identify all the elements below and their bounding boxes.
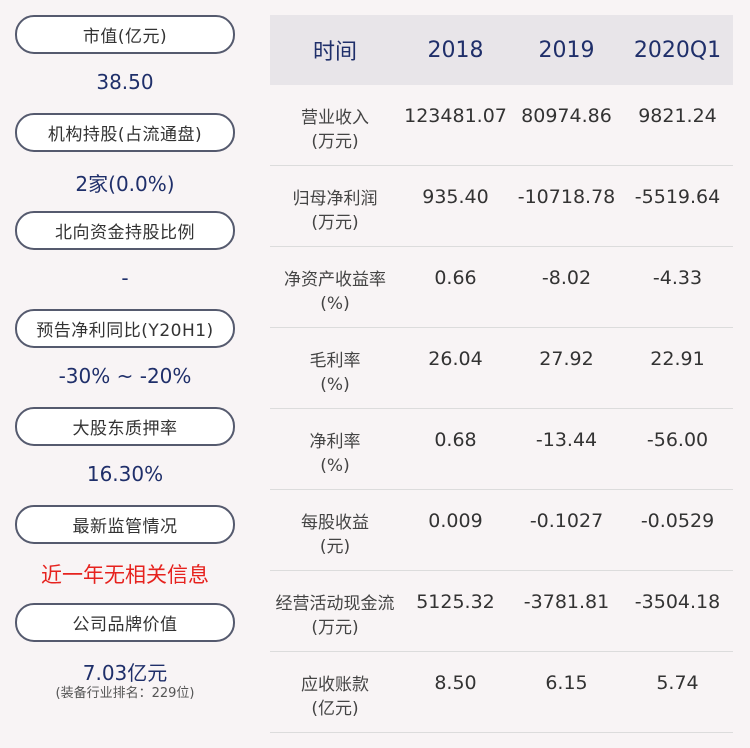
row-label: 每股收益 (元) xyxy=(301,513,369,557)
table-cell: 935.40 xyxy=(422,186,489,208)
row-label: 营业收入 (万元) xyxy=(301,108,369,152)
table-cell: 8.50 xyxy=(434,672,477,694)
brand-rank-note: (装备行业排名：229位) xyxy=(55,686,195,701)
table-cell: 80974.86 xyxy=(521,105,612,127)
market-cap-value: 38.50 xyxy=(96,70,154,94)
header-2019: 2019 xyxy=(538,37,595,63)
table-cell: 123481.07 xyxy=(404,105,507,127)
institutional-holding-label: 机构持股(占流通盘) xyxy=(15,113,235,152)
table-row: 净利率 (%) 0.68 -13.44 -56.00 xyxy=(270,409,733,490)
table-row: 每股收益 (元) 0.009 -0.1027 -0.0529 xyxy=(270,490,733,571)
header-time: 时间 xyxy=(312,40,357,65)
header-2018: 2018 xyxy=(427,37,484,63)
table-row: 归母净利润 (万元) 935.40 -10718.78 -5519.64 xyxy=(270,166,733,247)
row-label: 净资产收益率 (%) xyxy=(284,270,386,314)
table-cell: 22.91 xyxy=(650,348,705,370)
table-row: 净资产收益率 (%) 0.66 -8.02 -4.33 xyxy=(270,247,733,328)
table-row: 经营活动现金流 (万元) 5125.32 -3781.81 -3504.18 xyxy=(270,571,733,652)
pledge-rate-label: 大股东质押率 xyxy=(15,407,235,446)
northbound-holding-value: - xyxy=(121,266,129,290)
table-cell: 6.15 xyxy=(545,672,588,694)
table-cell: 5.74 xyxy=(656,672,699,694)
row-label: 经营活动现金流 (万元) xyxy=(275,594,395,638)
table-cell: 27.92 xyxy=(539,348,594,370)
profit-forecast-value: -30% ~ -20% xyxy=(58,364,192,388)
row-label: 净利率 (%) xyxy=(309,432,361,476)
brand-value-value: 7.03亿元 xyxy=(82,661,168,685)
row-label: 归母净利润 (万元) xyxy=(292,189,378,233)
table-header: 时间 2018 2019 2020Q1 xyxy=(270,15,733,85)
table-row: 营业收入 (万元) 123481.07 80974.86 9821.24 xyxy=(270,85,733,166)
table-cell: -3504.18 xyxy=(634,591,721,613)
table-cell: 5125.32 xyxy=(416,591,495,613)
profit-forecast-label: 预告净利同比(Y20H1) xyxy=(15,309,235,348)
table-cell: -10718.78 xyxy=(517,186,616,208)
table-cell: -56.00 xyxy=(646,429,709,451)
table-cell: -8.02 xyxy=(541,267,592,289)
table-cell: -4.33 xyxy=(652,267,703,289)
table-cell: -0.1027 xyxy=(529,510,604,532)
table-cell: 9821.24 xyxy=(638,105,717,127)
financial-table: 时间 2018 2019 2020Q1 营业收入 (万元) 123481.07 8… xyxy=(270,15,733,733)
table-cell: 0.66 xyxy=(434,267,477,289)
table-cell: -3781.81 xyxy=(523,591,610,613)
table-cell: 0.009 xyxy=(428,510,483,532)
header-2020q1: 2020Q1 xyxy=(633,37,722,63)
regulation-label: 最新监管情况 xyxy=(15,505,235,544)
table-cell: -5519.64 xyxy=(634,186,721,208)
northbound-holding-label: 北向资金持股比例 xyxy=(15,211,235,250)
row-label: 应收账款 (亿元) xyxy=(301,675,369,719)
pledge-rate-value: 16.30% xyxy=(86,462,164,486)
brand-value-label: 公司品牌价值 xyxy=(15,603,235,642)
table-cell: -0.0529 xyxy=(640,510,715,532)
table-cell: 0.68 xyxy=(434,429,477,451)
row-label: 毛利率 (%) xyxy=(309,351,361,395)
table-cell: -13.44 xyxy=(535,429,598,451)
institutional-holding-value: 2家(0.0%) xyxy=(75,172,175,196)
regulation-value: 近一年无相关信息 xyxy=(41,563,209,587)
table-cell: 26.04 xyxy=(428,348,483,370)
table-row: 应收账款 (亿元) 8.50 6.15 5.74 xyxy=(270,652,733,733)
market-cap-label: 市值(亿元) xyxy=(15,15,235,54)
table-row: 毛利率 (%) 26.04 27.92 22.91 xyxy=(270,328,733,409)
